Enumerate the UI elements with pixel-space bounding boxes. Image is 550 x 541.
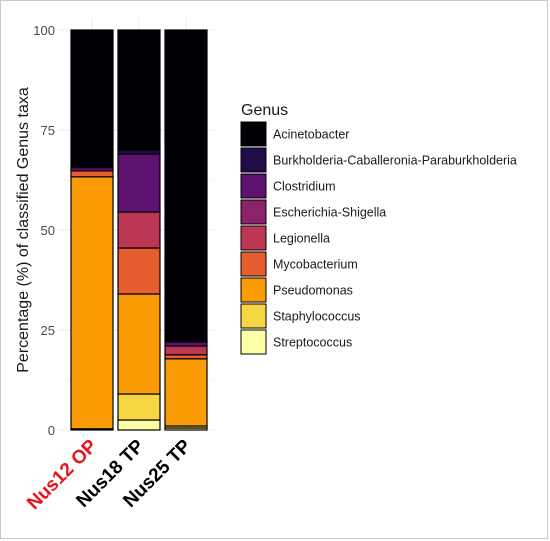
bar-segment (70, 176, 114, 430)
legend-key (240, 329, 267, 355)
y-tick-label: 25 (41, 323, 55, 338)
y-tick-labels: 0 25 50 75 100 (33, 23, 55, 438)
bar-segment (117, 211, 161, 249)
bar-segment (164, 358, 208, 427)
bar-segment (117, 149, 161, 155)
legend: Genus Acinetobacter Burkholderia-Caballer… (240, 102, 517, 355)
y-axis-title: Percentage (%) of classified Genus taxa (15, 87, 32, 373)
y-tick-label: 0 (48, 423, 55, 438)
bar-segment (117, 293, 161, 395)
legend-label: Escherichia-Shigella (273, 206, 386, 220)
legend-label: Pseudomonas (273, 284, 353, 298)
bar-segment (164, 29, 208, 341)
bar-segment (117, 29, 161, 151)
legend-label: Clostridium (273, 180, 336, 194)
legend-label: Legionella (273, 232, 330, 246)
bars (70, 29, 208, 431)
y-tick-label: 75 (41, 123, 55, 138)
legend-label: Mycobacterium (273, 258, 358, 272)
y-tick-label: 100 (33, 23, 55, 38)
legend-key (240, 147, 267, 173)
legend-key (240, 173, 267, 199)
legend-label: Burkholderia-Caballeronia-Paraburkholder… (273, 154, 517, 168)
bar-segment (164, 341, 208, 347)
legend-key (240, 225, 267, 251)
legend-key (240, 277, 267, 303)
bar-segment (117, 153, 161, 213)
legend-key (240, 251, 267, 277)
legend-title: Genus (241, 102, 288, 119)
bar-segment (117, 247, 161, 295)
legend-key (240, 199, 267, 225)
y-tick-label: 50 (41, 223, 55, 238)
bar-segment (70, 29, 114, 167)
bar-segment (117, 393, 161, 421)
legend-key (240, 121, 267, 147)
bar-segment (117, 419, 161, 431)
legend-label: Staphylococcus (273, 310, 361, 324)
legend-key (240, 303, 267, 329)
legend-label: Acinetobacter (273, 128, 349, 142)
bar-segment (164, 345, 208, 356)
bar-segment (70, 170, 114, 178)
legend-label: Streptococcus (273, 336, 352, 350)
